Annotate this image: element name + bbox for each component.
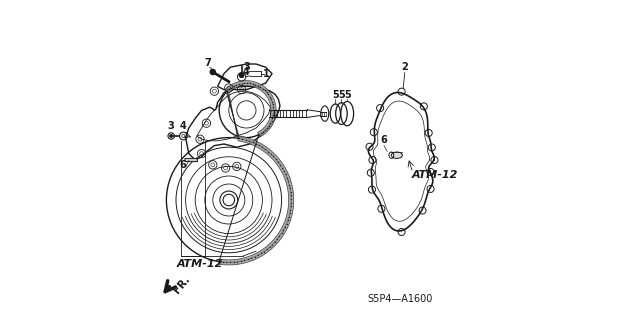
- Text: 1: 1: [263, 68, 269, 79]
- Circle shape: [239, 73, 244, 77]
- Circle shape: [170, 135, 173, 137]
- Text: FR.: FR.: [172, 274, 192, 295]
- Text: 3: 3: [168, 121, 175, 131]
- Text: 5: 5: [344, 90, 351, 100]
- Polygon shape: [219, 81, 294, 265]
- Text: 7: 7: [204, 58, 211, 68]
- Text: ATM-12: ATM-12: [412, 170, 458, 180]
- Text: ATM-12: ATM-12: [177, 259, 223, 269]
- Text: 4: 4: [243, 67, 250, 76]
- Text: S5P4—A1600: S5P4—A1600: [367, 294, 433, 304]
- Text: 6: 6: [381, 135, 387, 145]
- Circle shape: [210, 69, 215, 75]
- Text: 5: 5: [338, 90, 345, 100]
- Text: 3: 3: [243, 62, 250, 72]
- Text: 2: 2: [401, 62, 408, 72]
- Ellipse shape: [391, 152, 403, 158]
- Text: 5: 5: [332, 90, 339, 100]
- Text: 6: 6: [180, 160, 186, 170]
- Text: 4: 4: [180, 121, 187, 131]
- Polygon shape: [185, 158, 198, 162]
